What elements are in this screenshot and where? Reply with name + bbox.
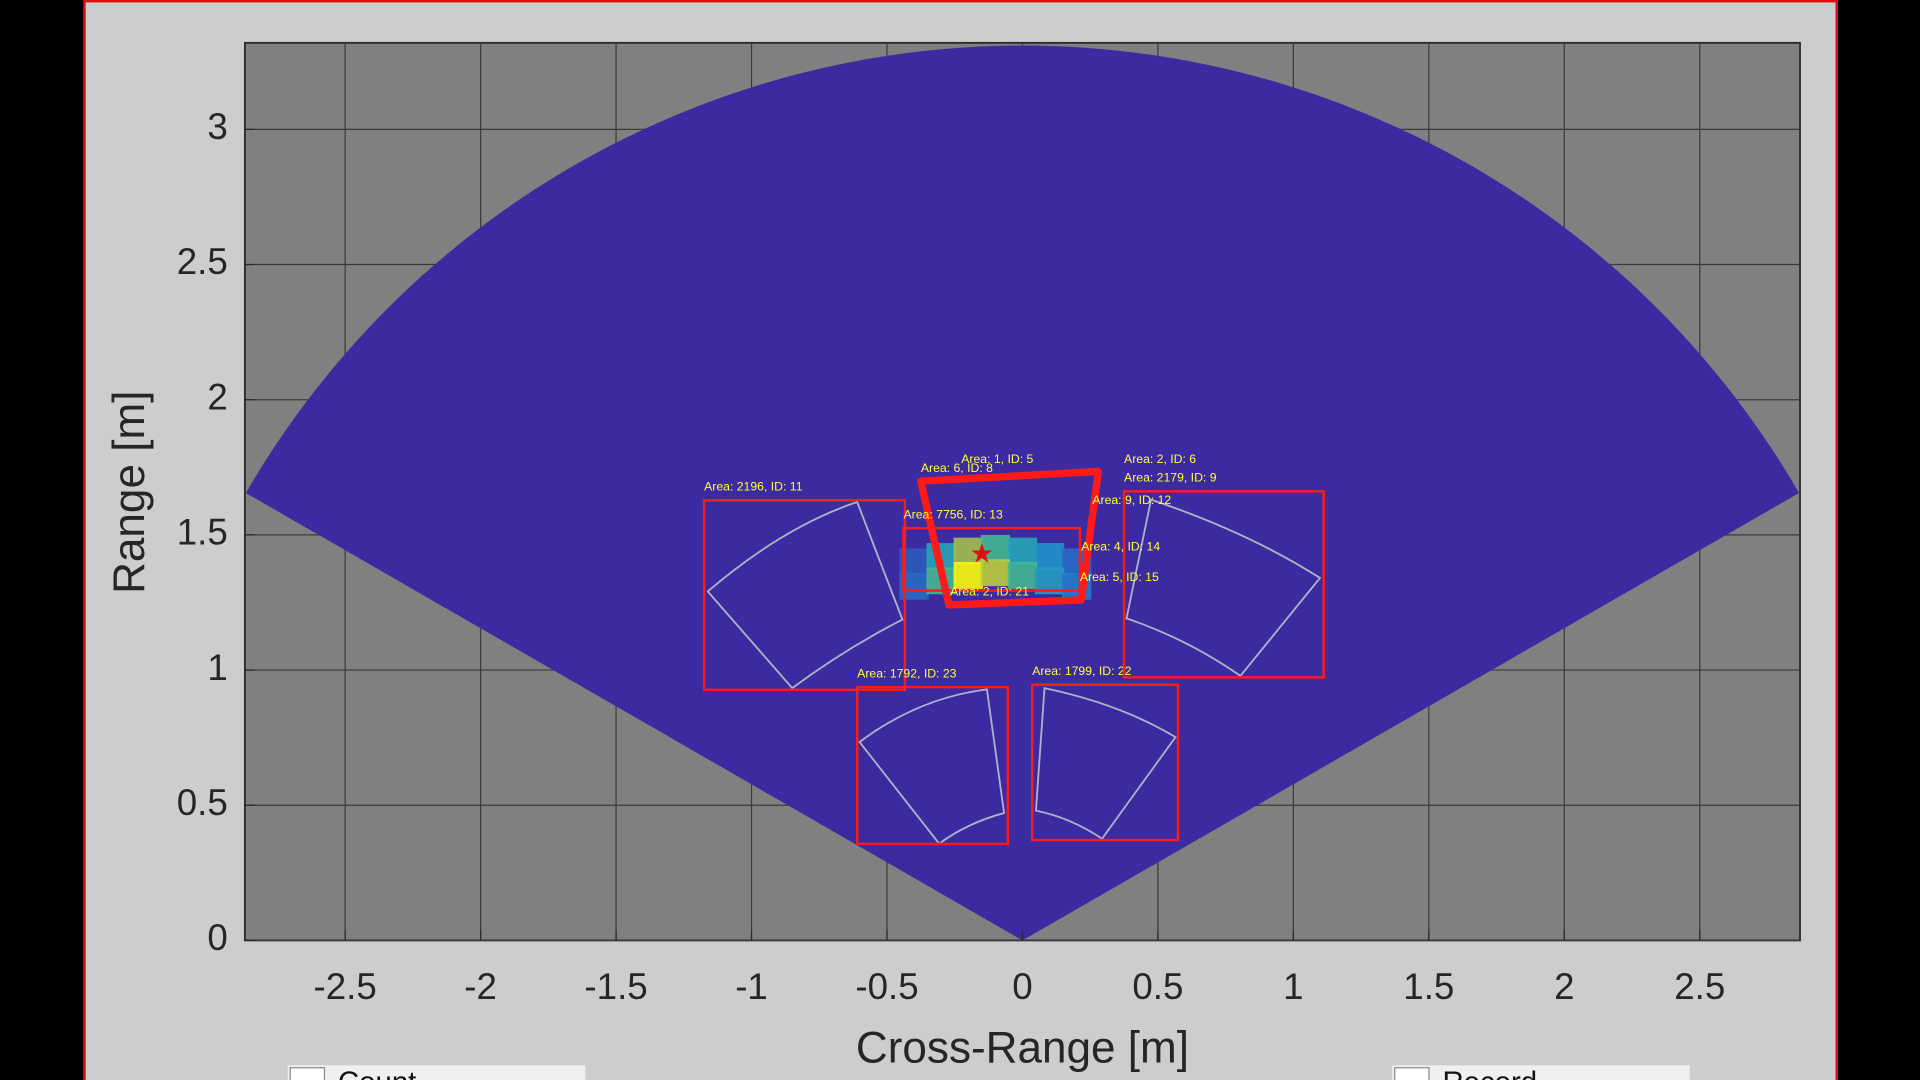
detection-label: Area: 2, ID: 21: [950, 584, 1029, 598]
detection-label: Area: 6, ID: 8: [921, 461, 993, 475]
count-text[interactable]: Count: [338, 1066, 416, 1080]
detection-box: [1030, 683, 1180, 842]
heat-cell: [953, 537, 983, 565]
count-field[interactable]: [287, 1065, 586, 1080]
x-tick-label: 2.5: [1674, 966, 1725, 1007]
record-field[interactable]: [1392, 1065, 1690, 1080]
record-checkbox[interactable]: [1394, 1067, 1430, 1080]
detection-label: Area: 4, ID: 14: [1081, 539, 1160, 553]
sector-outlines: [706, 498, 1322, 845]
count-checkbox[interactable]: [289, 1067, 326, 1080]
count-control[interactable]: Count: [287, 1065, 586, 1080]
detection-box: [1122, 490, 1325, 679]
x-tick-label: 2: [1554, 966, 1574, 1007]
x-tick-label: 1: [1283, 966, 1303, 1007]
x-tick-label: -0.5: [855, 966, 918, 1007]
target-marker: ★: [970, 538, 994, 568]
x-axis-label: Cross-Range [m]: [856, 1023, 1189, 1072]
y-tick-label: 2.5: [177, 241, 228, 282]
detection-box: [902, 526, 1082, 592]
y-tick-label: 1: [207, 647, 227, 688]
x-tick-label: -1: [735, 966, 768, 1007]
detection-box: [855, 685, 1010, 846]
x-tick-label: -2: [464, 966, 497, 1007]
y-tick-label: 3: [207, 106, 227, 147]
y-tick-label: 1.5: [177, 512, 228, 553]
cell-outline: [1125, 498, 1322, 678]
detection-box: [702, 499, 907, 692]
detection-label: Area: 2, ID: 6: [1124, 452, 1196, 466]
cell-outline: [858, 688, 1006, 845]
coverage-sector: [245, 45, 1800, 941]
detection-label: Area: 1, ID: 5: [961, 452, 1033, 466]
detection-label: Area: 7756, ID: 13: [904, 507, 1003, 521]
x-tick-label: 0.5: [1132, 966, 1183, 1007]
cell-outline: [706, 500, 904, 690]
x-tick-label: -2.5: [313, 966, 376, 1007]
x-tick-label: 0: [1012, 966, 1032, 1007]
plot-content: ★: [245, 45, 1800, 941]
heat-cell: [1007, 561, 1038, 589]
heat-cell: [980, 559, 1011, 587]
detection-label: Area: 5, ID: 15: [1080, 570, 1159, 584]
detection-label: Area: 1799, ID: 22: [1032, 664, 1131, 678]
record-control[interactable]: Record: [1392, 1065, 1690, 1080]
y-tick-label: 0.5: [177, 782, 228, 823]
heat-cell: [1034, 543, 1065, 570]
annotations: Area: 2196, ID: 11 Area: 7756, ID: 13 Area…: [702, 452, 1325, 846]
heat-cell: [1007, 537, 1038, 565]
detection-label: Area: 2196, ID: 11: [704, 479, 803, 493]
y-tick-label: 0: [207, 917, 227, 958]
y-axis-label: Range [m]: [105, 391, 154, 594]
heat-cell: [953, 561, 983, 589]
detection-label: Area: 2179, ID: 9: [1124, 471, 1217, 485]
y-tick-label: 2: [207, 376, 227, 417]
target-outline: [917, 467, 1103, 609]
record-text[interactable]: Record: [1442, 1066, 1537, 1080]
x-tick-label: -1.5: [584, 966, 647, 1007]
x-tick-label: 1.5: [1403, 966, 1454, 1007]
cell-outline: [1034, 687, 1177, 841]
detection-label: Area: 9, ID: 12: [1092, 493, 1171, 507]
heat-cell: [980, 534, 1011, 562]
detection-label: Area: 1792, ID: 23: [857, 666, 956, 680]
